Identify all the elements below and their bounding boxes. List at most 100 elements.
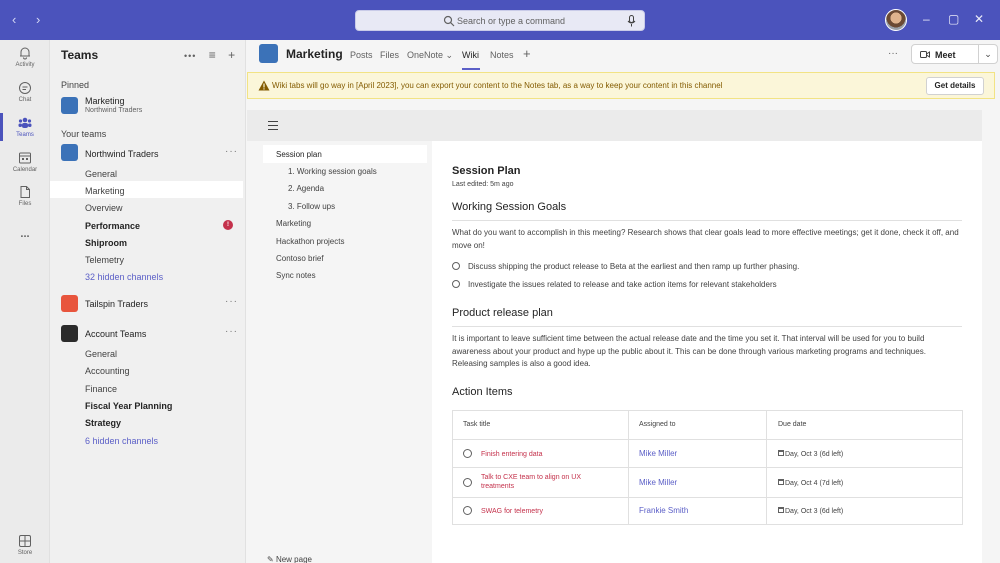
team-logo xyxy=(61,325,78,342)
app-rail: Activity Chat Teams Calendar Files ... S… xyxy=(0,40,50,563)
history-arrows[interactable]: ‹ › xyxy=(12,12,49,27)
rail-activity[interactable]: Activity xyxy=(0,46,50,68)
section-heading: Product release plan xyxy=(452,307,553,319)
assignee-link[interactable]: Mike Miller xyxy=(639,449,678,458)
rail-store[interactable]: Store xyxy=(0,534,50,556)
team-name[interactable]: Tailspin Traders xyxy=(85,299,149,309)
assignee-link[interactable]: Frankie Smith xyxy=(639,506,689,515)
close-icon[interactable]: ✕ xyxy=(974,12,985,26)
calendar-icon xyxy=(19,152,31,164)
mention-badge: ! xyxy=(223,220,233,230)
active-tab-indicator xyxy=(462,68,480,70)
checkbox-icon[interactable] xyxy=(452,262,460,270)
task-title[interactable]: Finish entering data xyxy=(481,451,543,458)
meet-dropdown-chevron-icon[interactable]: ⌄ xyxy=(978,44,998,64)
new-page-button[interactable]: ✎ New page xyxy=(267,555,312,563)
channel-item[interactable]: General xyxy=(85,349,118,359)
deprecation-banner: Wiki tabs will go way in [April 2023], y… xyxy=(247,72,995,99)
wiki-nav-item[interactable]: Sync notes xyxy=(276,271,316,280)
table-header: Due date xyxy=(778,421,807,428)
channel-item[interactable]: Fiscal Year Planning xyxy=(85,401,173,411)
channel-item[interactable]: Accounting xyxy=(85,366,130,376)
rail-label: Store xyxy=(17,550,33,556)
checkbox-icon[interactable] xyxy=(452,280,460,288)
task-checkbox-icon[interactable] xyxy=(463,478,472,487)
task-title[interactable]: Talk to CXE team to align on UX treatmen… xyxy=(481,474,581,490)
get-details-button[interactable]: Get details xyxy=(926,77,984,95)
calendar-icon xyxy=(778,507,784,513)
maximize-icon[interactable]: ▢ xyxy=(948,12,960,26)
more-options-icon[interactable]: ••• xyxy=(184,51,197,61)
calendar-icon xyxy=(778,450,784,456)
row-divider xyxy=(453,497,962,498)
teams-toolbar: ••• ≡ + xyxy=(184,48,235,62)
rail-files[interactable]: Files xyxy=(0,185,50,207)
todo-item[interactable]: Discuss shipping the product release to … xyxy=(452,262,799,271)
channel-item[interactable]: Telemetry xyxy=(85,255,125,265)
team-name[interactable]: Account Teams xyxy=(85,329,147,339)
task-checkbox-icon[interactable] xyxy=(463,506,472,515)
table-header: Assigned to xyxy=(639,421,676,428)
hidden-channels-link[interactable]: 32 hidden channels xyxy=(85,272,164,282)
new-page-icon: ✎ xyxy=(267,555,274,563)
tab-posts[interactable]: Posts xyxy=(350,50,373,60)
todo-text: Discuss shipping the product release to … xyxy=(468,262,800,271)
more-options-icon[interactable]: ··· xyxy=(888,48,898,59)
wiki-nav-item[interactable]: Session plan xyxy=(276,150,322,159)
assignee-link[interactable]: Mike Miller xyxy=(639,478,678,487)
due-date: Day, Oct 3 (6d left) xyxy=(778,507,843,515)
search-bar[interactable]: Search or type a command xyxy=(355,10,645,31)
calendar-icon xyxy=(778,479,784,485)
filter-icon[interactable]: ≡ xyxy=(208,48,216,62)
due-date: Day, Oct 3 (6d left) xyxy=(778,450,843,458)
wiki-nav-item[interactable]: Marketing xyxy=(276,219,312,228)
tab-onenote[interactable]: OneNote ⌄ xyxy=(407,50,453,61)
goals-paragraph: What do you want to accomplish in this m… xyxy=(452,228,959,250)
minimize-icon[interactable]: – xyxy=(923,12,930,26)
rail-more[interactable]: ... xyxy=(20,228,30,240)
channel-item[interactable]: Strategy xyxy=(85,418,122,428)
tab-onenote-label: OneNote xyxy=(407,50,444,60)
channel-item[interactable]: General xyxy=(85,169,118,179)
channel-item[interactable]: Finance xyxy=(85,384,118,394)
teams-panel: Teams ••• ≡ + Pinned Marketing Northwind… xyxy=(50,40,246,563)
video-camera-icon xyxy=(920,51,930,58)
microphone-icon[interactable] xyxy=(627,15,636,27)
meet-button[interactable]: Meet xyxy=(911,44,979,64)
wiki-nav-item[interactable]: Contoso brief xyxy=(276,254,324,263)
todo-item[interactable]: Investigate the issues related to releas… xyxy=(452,280,777,289)
channel-header: Marketing Posts Files OneNote ⌄ Wiki Not… xyxy=(247,40,1000,70)
store-icon xyxy=(19,535,31,547)
task-checkbox-icon[interactable] xyxy=(463,449,472,458)
bell-icon xyxy=(20,47,30,60)
channel-item[interactable]: Overview xyxy=(85,203,123,213)
team-more-icon[interactable]: ··· xyxy=(225,146,238,157)
wiki-nav-item[interactable]: 3. Follow ups xyxy=(288,202,336,211)
add-icon[interactable]: + xyxy=(228,48,236,62)
hidden-channels-link[interactable]: 6 hidden channels xyxy=(85,436,159,446)
channel-item[interactable]: Shiproom xyxy=(85,238,127,248)
tab-wiki[interactable]: Wiki xyxy=(462,50,479,60)
team-more-icon[interactable]: ··· xyxy=(225,326,238,337)
tab-files[interactable]: Files xyxy=(380,50,400,60)
channel-item[interactable]: Performance xyxy=(85,221,141,231)
due-date-text: Day, Oct 3 (6d left) xyxy=(785,451,844,458)
pinned-channel-name[interactable]: Marketing xyxy=(85,96,125,106)
team-name[interactable]: Northwind Traders xyxy=(85,149,159,159)
rail-active-indicator xyxy=(0,113,3,141)
rail-chat[interactable]: Chat xyxy=(0,81,50,103)
avatar[interactable] xyxy=(885,9,907,31)
team-more-icon[interactable]: ··· xyxy=(225,296,238,307)
channel-item[interactable]: Marketing xyxy=(85,186,125,196)
wiki-nav-item[interactable]: Hackathon projects xyxy=(276,237,345,246)
channel-logo xyxy=(259,44,278,63)
add-tab-icon[interactable]: + xyxy=(523,46,531,61)
rail-teams[interactable]: Teams xyxy=(0,116,50,138)
tab-notes[interactable]: Notes xyxy=(490,50,514,60)
rail-calendar[interactable]: Calendar xyxy=(0,151,50,173)
wiki-nav-item[interactable]: 1. Working session goals xyxy=(288,167,377,176)
task-title[interactable]: SWAG for telemetry xyxy=(481,508,543,515)
hamburger-menu-icon[interactable] xyxy=(268,121,278,133)
divider xyxy=(452,220,962,221)
wiki-nav-item[interactable]: 2. Agenda xyxy=(288,184,325,193)
